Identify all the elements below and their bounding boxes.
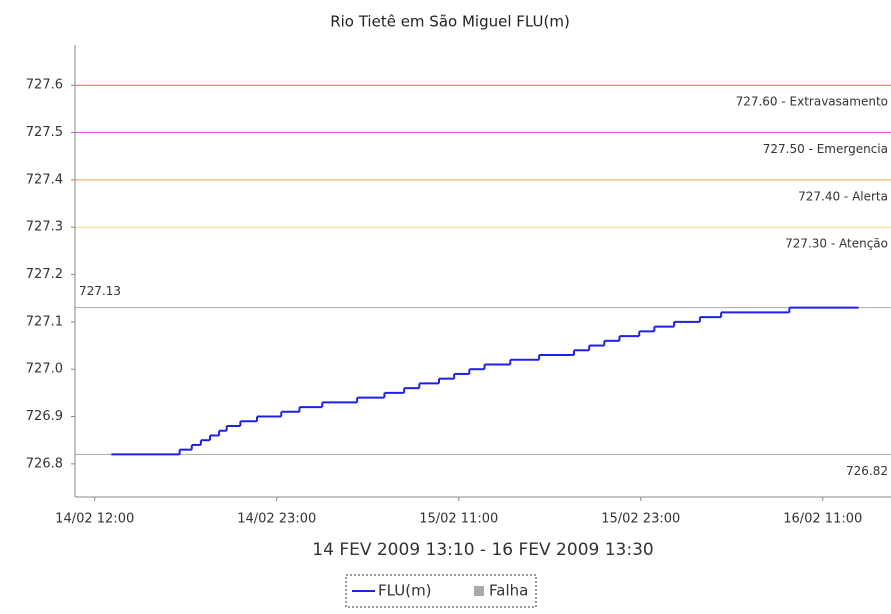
legend-label: Falha <box>489 582 528 600</box>
legend-label: FLU(m) <box>378 582 432 600</box>
reference-label: 726.82 <box>846 464 888 478</box>
y-tick-label: 727.1 <box>26 314 63 329</box>
threshold-label: 727.50 - Emergencia <box>763 142 888 156</box>
y-tick-label: 727.2 <box>26 267 63 282</box>
x-tick-label: 14/02 12:00 <box>55 512 134 527</box>
y-tick-label: 726.9 <box>26 409 63 424</box>
threshold-label: 727.60 - Extravasamento <box>736 95 888 109</box>
chart-title: Rio Tietê em São Miguel FLU(m) <box>330 13 570 31</box>
x-tick-label: 16/02 11:00 <box>783 512 862 527</box>
threshold-label: 727.40 - Alerta <box>798 189 888 203</box>
y-tick-label: 727.0 <box>26 362 63 377</box>
x-tick-label: 15/02 23:00 <box>601 512 680 527</box>
threshold-label: 727.30 - Atenção <box>785 237 888 251</box>
y-tick-label: 727.3 <box>26 220 63 235</box>
x-tick-label: 15/02 11:00 <box>419 512 498 527</box>
y-tick-label: 727.5 <box>26 125 63 140</box>
legend-swatch <box>474 586 484 596</box>
x-tick-label: 14/02 23:00 <box>237 512 316 527</box>
y-tick-label: 726.8 <box>26 456 63 471</box>
legend-box <box>345 574 537 608</box>
x-axis-label: 14 FEV 2009 13:10 - 16 FEV 2009 13:30 <box>312 540 653 560</box>
y-tick-label: 727.6 <box>26 78 63 93</box>
reference-label: 727.13 <box>79 284 121 298</box>
y-tick-label: 727.4 <box>26 172 63 187</box>
